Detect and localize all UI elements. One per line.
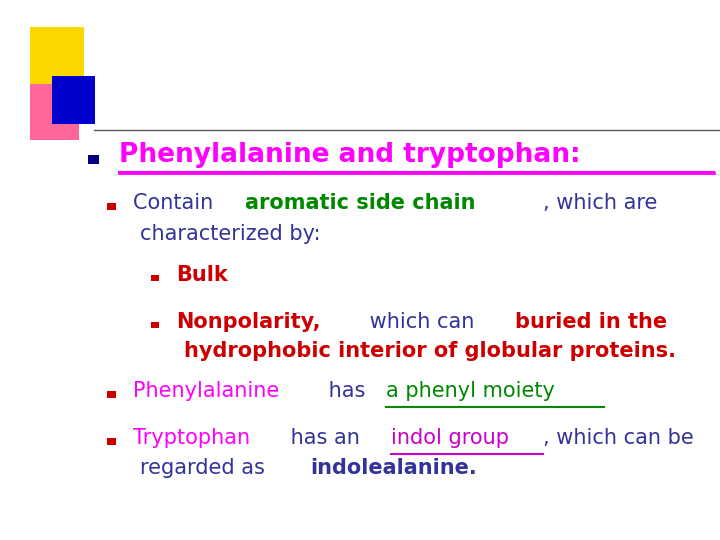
Text: , which are: , which are xyxy=(543,193,657,213)
FancyBboxPatch shape xyxy=(107,391,117,397)
Text: Phenylalanine and tryptophan:: Phenylalanine and tryptophan: xyxy=(119,142,580,168)
Text: Bulk: Bulk xyxy=(176,265,228,285)
Text: has an: has an xyxy=(284,428,366,448)
Text: Contain: Contain xyxy=(133,193,220,213)
FancyBboxPatch shape xyxy=(151,322,158,328)
Text: aromatic side chain: aromatic side chain xyxy=(246,193,476,213)
FancyBboxPatch shape xyxy=(88,155,99,164)
Text: buried in the: buried in the xyxy=(515,312,667,332)
Text: hydrophobic interior of globular proteins.: hydrophobic interior of globular protein… xyxy=(184,341,675,361)
Text: indol group: indol group xyxy=(391,428,509,448)
Text: Tryptophan: Tryptophan xyxy=(133,428,251,448)
Text: a phenyl moiety: a phenyl moiety xyxy=(387,381,555,401)
FancyBboxPatch shape xyxy=(52,76,95,124)
Text: , which can be: , which can be xyxy=(543,428,694,448)
FancyBboxPatch shape xyxy=(151,275,158,281)
Text: indolealanine.: indolealanine. xyxy=(310,457,477,477)
Text: which can: which can xyxy=(363,312,481,332)
Text: characterized by:: characterized by: xyxy=(140,224,321,244)
Text: regarded as: regarded as xyxy=(140,457,272,477)
FancyBboxPatch shape xyxy=(30,27,84,84)
Text: Phenylalanine: Phenylalanine xyxy=(133,381,279,401)
Text: has: has xyxy=(322,381,372,401)
FancyBboxPatch shape xyxy=(107,202,117,210)
FancyBboxPatch shape xyxy=(107,437,117,445)
Text: Nonpolarity,: Nonpolarity, xyxy=(176,312,321,332)
FancyBboxPatch shape xyxy=(30,84,79,140)
